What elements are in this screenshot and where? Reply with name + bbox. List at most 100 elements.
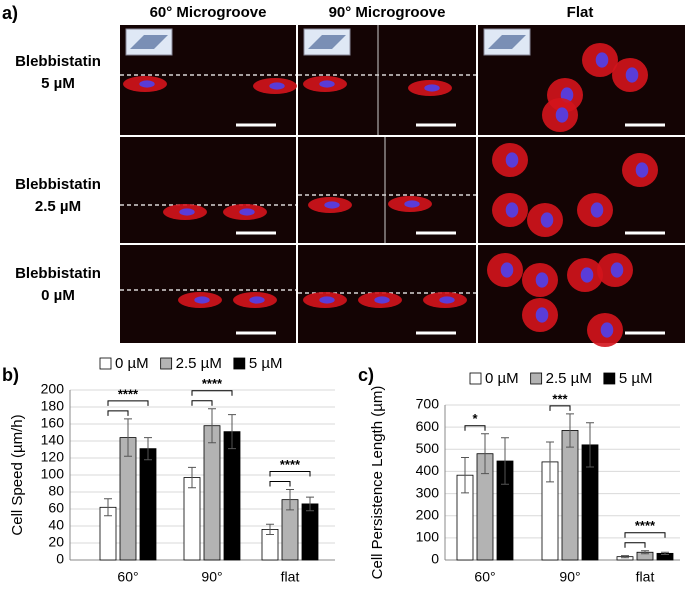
- significance-bracket: [624, 532, 666, 538]
- significance-bracket: [269, 470, 311, 477]
- y-tick-label: 0: [431, 551, 439, 567]
- nucleus: [424, 84, 440, 92]
- image-tile: [298, 137, 476, 243]
- significance-label: ****: [118, 386, 139, 401]
- row-label: Blebbistatin: [15, 176, 101, 193]
- column-title: Flat: [567, 4, 594, 21]
- error-bar: [481, 433, 489, 475]
- legend-label: 0 µM: [115, 355, 149, 372]
- row-label: 5 µM: [41, 75, 75, 92]
- significance-bracket: [549, 405, 571, 411]
- significance-bracket: [464, 425, 486, 431]
- nucleus: [555, 107, 569, 123]
- nucleus: [500, 262, 514, 278]
- x-tick-label: 90°: [201, 569, 222, 585]
- nucleus: [239, 208, 255, 216]
- nucleus: [600, 322, 614, 338]
- y-tick-label: 200: [416, 506, 440, 522]
- error-bar: [228, 414, 236, 450]
- nucleus: [249, 296, 265, 304]
- error-bar: [661, 551, 669, 555]
- legend-label: 2.5 µM: [546, 370, 592, 387]
- nucleus: [610, 262, 624, 278]
- y-tick-label: 600: [416, 418, 440, 434]
- error-bar: [621, 555, 629, 559]
- significance-bracket: [191, 390, 233, 396]
- error-bar: [144, 437, 152, 461]
- bar: [139, 448, 157, 561]
- significance-label: ***: [552, 391, 568, 406]
- error-bar: [501, 437, 509, 485]
- nucleus: [595, 52, 609, 68]
- y-tick-label: 0: [56, 551, 64, 567]
- y-axis-label: Cell Persistence Length (µm): [369, 386, 386, 580]
- column-title: 90° Microgroove: [329, 4, 446, 21]
- error-bar: [266, 523, 274, 535]
- y-tick-label: 300: [416, 484, 440, 500]
- x-tick-label: 90°: [559, 569, 580, 585]
- bar: [223, 431, 241, 561]
- y-tick-label: 180: [41, 398, 65, 414]
- nucleus: [269, 82, 285, 90]
- nucleus: [439, 296, 455, 304]
- y-tick-label: 40: [48, 517, 64, 533]
- error-bar: [306, 496, 314, 512]
- significance-label: *: [472, 411, 478, 426]
- nucleus: [319, 80, 335, 88]
- significance-bracket: [624, 542, 646, 548]
- column-title: 60° Microgroove: [150, 4, 267, 21]
- error-bar: [566, 413, 574, 448]
- nucleus: [374, 296, 390, 304]
- legend-swatch: [233, 357, 246, 370]
- legend-label: 5 µM: [249, 355, 283, 372]
- error-bar: [546, 441, 554, 483]
- bar: [301, 503, 319, 561]
- y-tick-label: 120: [41, 449, 65, 465]
- panel-label: a): [2, 3, 18, 23]
- significance-label: ****: [280, 457, 301, 472]
- significance-bracket: [107, 410, 129, 416]
- y-tick-label: 500: [416, 440, 440, 456]
- y-tick-label: 60: [48, 500, 64, 516]
- error-bar: [641, 550, 649, 555]
- nucleus: [580, 267, 594, 283]
- legend-label: 0 µM: [485, 370, 519, 387]
- nucleus: [139, 80, 155, 88]
- y-tick-label: 400: [416, 462, 440, 478]
- significance-bracket: [107, 400, 149, 406]
- nucleus: [505, 152, 519, 168]
- legend-swatch: [99, 357, 112, 370]
- error-bar: [188, 466, 196, 489]
- error-bar: [208, 408, 216, 444]
- y-tick-label: 100: [416, 529, 440, 545]
- nucleus: [505, 202, 519, 218]
- y-tick-label: 100: [41, 466, 65, 482]
- y-tick-label: 700: [416, 396, 440, 412]
- legend-label: 5 µM: [619, 370, 653, 387]
- significance-bracket: [269, 480, 291, 487]
- x-tick-label: 60°: [474, 569, 495, 585]
- nucleus: [179, 208, 195, 216]
- nucleus: [319, 296, 335, 304]
- nucleus: [535, 272, 549, 288]
- nucleus: [590, 202, 604, 218]
- panel-label: b): [2, 365, 19, 385]
- row-label: Blebbistatin: [15, 53, 101, 70]
- y-tick-label: 160: [41, 415, 65, 431]
- image-tile: [120, 137, 296, 243]
- nucleus: [535, 307, 549, 323]
- legend-label: 2.5 µM: [176, 355, 222, 372]
- inset-substrate: [130, 35, 168, 49]
- error-bar: [586, 422, 594, 468]
- legend-swatch: [469, 372, 482, 385]
- error-bar: [124, 418, 132, 457]
- inset-substrate: [308, 35, 346, 49]
- inset-substrate: [488, 35, 526, 49]
- nucleus: [404, 200, 420, 208]
- y-tick-label: 200: [41, 381, 65, 397]
- nucleus: [625, 67, 639, 83]
- nucleus: [324, 201, 340, 209]
- bar: [183, 477, 201, 561]
- bar: [561, 430, 579, 561]
